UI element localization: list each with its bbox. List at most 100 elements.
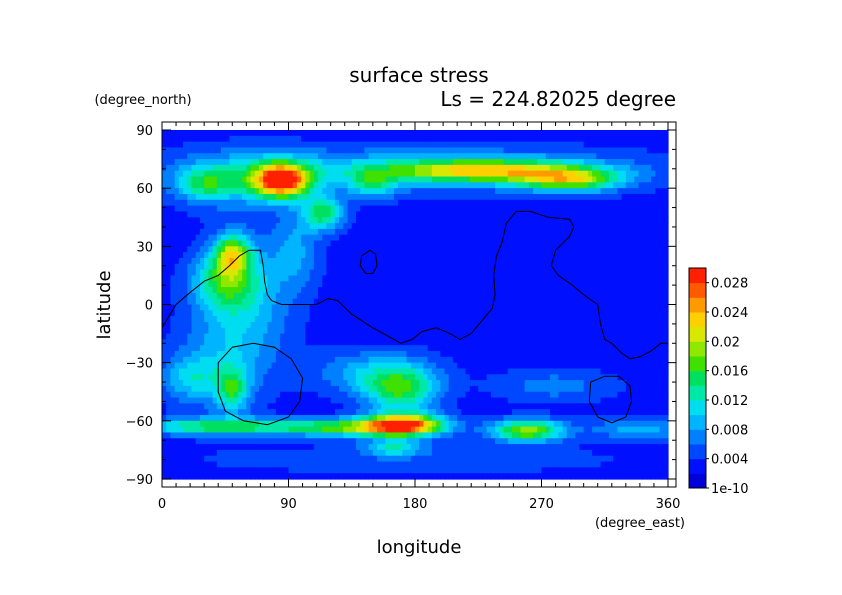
heatmap-cell [558, 217, 564, 224]
heatmap-cell [275, 327, 281, 335]
heatmap-cell [381, 339, 387, 346]
heatmap-cell [191, 304, 197, 311]
heatmap-cell [271, 182, 277, 189]
heatmap-cell [566, 159, 572, 166]
heatmap-cell [436, 362, 441, 370]
heatmap-cell [524, 164, 530, 172]
heatmap-cell [221, 269, 226, 277]
heatmap-cell [195, 199, 201, 207]
heatmap-cell [406, 193, 412, 201]
heatmap-cell [208, 257, 214, 265]
heatmap-cell [288, 164, 294, 172]
heatmap-cell [469, 228, 475, 236]
heatmap-cell [651, 240, 656, 247]
heatmap-cell [402, 141, 408, 149]
heatmap-cell [596, 281, 602, 288]
heatmap-cell [478, 339, 484, 346]
heatmap-cell [419, 153, 425, 160]
heatmap-cell [524, 170, 530, 178]
heatmap-cell [254, 159, 260, 166]
heatmap-cell [558, 240, 564, 247]
heatmap-cell [355, 193, 361, 201]
heatmap-cell [195, 304, 201, 311]
heatmap-cell [275, 170, 281, 178]
heatmap-cell [457, 287, 462, 294]
heatmap-cell [440, 281, 446, 288]
heatmap-cell [258, 193, 264, 201]
heatmap-cell [305, 287, 311, 294]
heatmap-cell [562, 130, 568, 137]
heatmap-cell [410, 316, 416, 323]
heatmap-cell [461, 217, 467, 224]
heatmap-cell [275, 164, 281, 172]
heatmap-cell [183, 316, 188, 323]
heatmap-cell [596, 269, 602, 277]
heatmap-cell [174, 321, 180, 329]
heatmap-cell [162, 263, 167, 271]
heatmap-cell [562, 153, 568, 160]
heatmap-cell [545, 362, 551, 370]
heatmap-cell [406, 211, 412, 218]
heatmap-cell [334, 246, 340, 253]
heatmap-cell [436, 205, 441, 213]
heatmap-cell [280, 228, 285, 236]
heatmap-cell [469, 211, 475, 218]
heatmap-cell [364, 228, 370, 236]
heatmap-cell [659, 339, 665, 346]
heatmap-cell [474, 298, 479, 306]
heatmap-cell [465, 321, 471, 329]
heatmap-cell [183, 193, 188, 201]
heatmap-cell [351, 257, 357, 265]
heatmap-cell [292, 205, 298, 213]
heatmap-cell [562, 345, 568, 352]
heatmap-cell [646, 159, 652, 166]
heatmap-cell [461, 257, 467, 265]
heatmap-cell [284, 356, 290, 364]
heatmap-cell [229, 159, 235, 166]
heatmap-cell [389, 316, 395, 323]
heatmap-cell [524, 246, 530, 253]
heatmap-cell [385, 310, 391, 317]
heatmap-cell [187, 141, 193, 149]
heatmap-cell [495, 269, 500, 277]
heatmap-cell [474, 182, 479, 189]
heatmap-cell [545, 234, 551, 242]
heatmap-cell [292, 193, 298, 201]
heatmap-cell [355, 351, 361, 358]
heatmap-cell [520, 182, 526, 189]
heatmap-cell [520, 188, 526, 195]
heatmap-cell [474, 257, 479, 265]
heatmap-cell [301, 153, 306, 160]
heatmap-cell [178, 333, 184, 340]
heatmap-cell [478, 240, 484, 247]
heatmap-cell [322, 205, 328, 213]
heatmap-cell [195, 269, 201, 277]
heatmap-cell [524, 240, 530, 247]
heatmap-cell [566, 141, 572, 149]
heatmap-cell [339, 228, 344, 236]
heatmap-cell [410, 287, 416, 294]
heatmap-cell [254, 269, 260, 277]
heatmap-cell [364, 153, 370, 160]
heatmap-cell [528, 159, 534, 166]
heatmap-cell [495, 223, 500, 230]
heatmap-cell [516, 153, 522, 160]
heatmap-cell [393, 287, 399, 294]
heatmap-cell [233, 298, 239, 306]
heatmap-cell [655, 228, 661, 236]
heatmap-cell [178, 223, 184, 230]
heatmap-cell [503, 345, 509, 352]
heatmap-cell [516, 351, 522, 358]
heatmap-cell [288, 339, 294, 346]
heatmap-cell [558, 310, 564, 317]
heatmap-cell [452, 170, 458, 178]
heatmap-cell [528, 287, 534, 294]
heatmap-cell [406, 263, 412, 271]
heatmap-cell [393, 147, 399, 154]
heatmap-cell [507, 217, 513, 224]
heatmap-cell [575, 351, 581, 358]
heatmap-cell [554, 199, 559, 207]
heatmap-cell [229, 269, 235, 277]
heatmap-cell [162, 356, 167, 364]
heatmap-cell [334, 234, 340, 242]
